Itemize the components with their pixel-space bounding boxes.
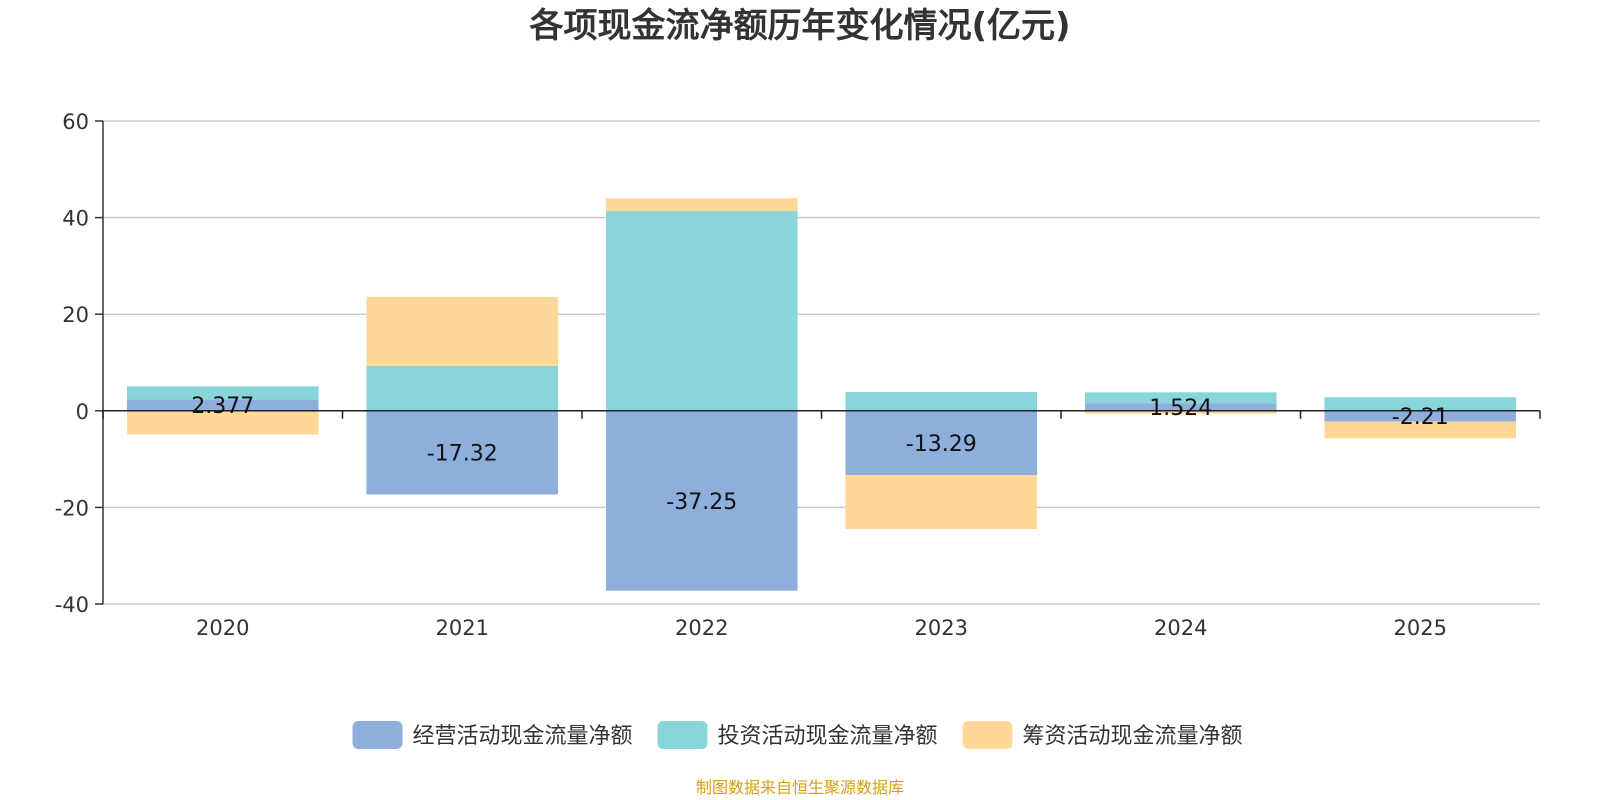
data-label: 2.377 <box>191 394 254 419</box>
x-tick-label: 2022 <box>675 616 728 640</box>
legend-swatch <box>962 721 1013 749</box>
x-tick-label: 2025 <box>1394 616 1447 640</box>
bar-series-3-2024[interactable] <box>1084 410 1277 414</box>
bar-series-3-2025[interactable] <box>1324 421 1517 439</box>
legend-label: 筹资活动现金流量净额 <box>1023 724 1243 749</box>
y-tick-label: 60 <box>62 110 89 134</box>
bar-series-2-2021[interactable] <box>366 365 559 411</box>
bar-series-2-2020[interactable] <box>126 386 319 400</box>
y-tick-label: 40 <box>62 207 89 231</box>
bar-series-2-2024[interactable] <box>1084 392 1277 404</box>
legend-swatch <box>352 721 403 749</box>
x-tick-label: 2020 <box>196 616 249 640</box>
bar-series-1-2025[interactable] <box>1324 410 1517 422</box>
bar-series-2-2023[interactable] <box>845 391 1038 411</box>
bar-series-1-2020[interactable] <box>126 399 319 411</box>
legend-item-3[interactable]: 筹资活动现金流量净额 <box>962 721 1243 749</box>
y-tick-label: -40 <box>55 593 89 617</box>
bar-series-2-2022[interactable] <box>605 210 798 411</box>
legend-swatch <box>657 721 708 749</box>
bar-series-1-2022[interactable] <box>605 410 798 591</box>
x-tick-label: 2024 <box>1154 616 1207 640</box>
legend-label: 投资活动现金流量净额 <box>718 724 938 749</box>
y-tick-label: 0 <box>76 400 89 424</box>
bar-series-3-2020[interactable] <box>126 410 319 435</box>
x-tick-label: 2021 <box>436 616 489 640</box>
legend-label: 经营活动现金流量净额 <box>413 724 633 749</box>
data-label: -37.25 <box>666 490 737 515</box>
legend-item-1[interactable]: 经营活动现金流量净额 <box>352 721 633 749</box>
bar-series-3-2023[interactable] <box>845 474 1038 530</box>
source-note: 制图数据来自恒生聚源数据库 <box>696 778 904 797</box>
data-label: 1.524 <box>1149 396 1212 421</box>
data-label: -2.21 <box>1392 405 1449 430</box>
bar-series-3-2021[interactable] <box>366 296 559 366</box>
legend[interactable]: 经营活动现金流量净额 投资活动现金流量净额 筹资活动现金流量净额 <box>352 721 1243 749</box>
data-label: -17.32 <box>427 442 498 467</box>
bar-series-1-2024[interactable] <box>1084 403 1277 411</box>
x-tick-label: 2023 <box>915 616 968 640</box>
y-tick-label: 20 <box>62 303 89 327</box>
bar-series-2-2025[interactable] <box>1324 397 1517 411</box>
chart-title: 各项现金流净额历年变化情况(亿元) <box>529 6 1070 46</box>
bar-series-1-2023[interactable] <box>845 410 1038 475</box>
data-labels: 2.377 -17.32 -37.25 -13.29 1.524 -2.21 <box>191 394 1448 515</box>
bar-series-1-2021[interactable] <box>366 410 559 495</box>
bars <box>126 198 1517 591</box>
bar-series-3-2022[interactable] <box>605 198 798 211</box>
legend-item-2[interactable]: 投资活动现金流量净额 <box>657 721 938 749</box>
data-label: -13.29 <box>906 432 977 457</box>
axes: 60 40 20 0 -20 -40 2020 2021 2022 2023 2024 2025 <box>55 110 1541 640</box>
grid-lines <box>103 120 1540 605</box>
y-tick-label: -20 <box>55 496 89 520</box>
